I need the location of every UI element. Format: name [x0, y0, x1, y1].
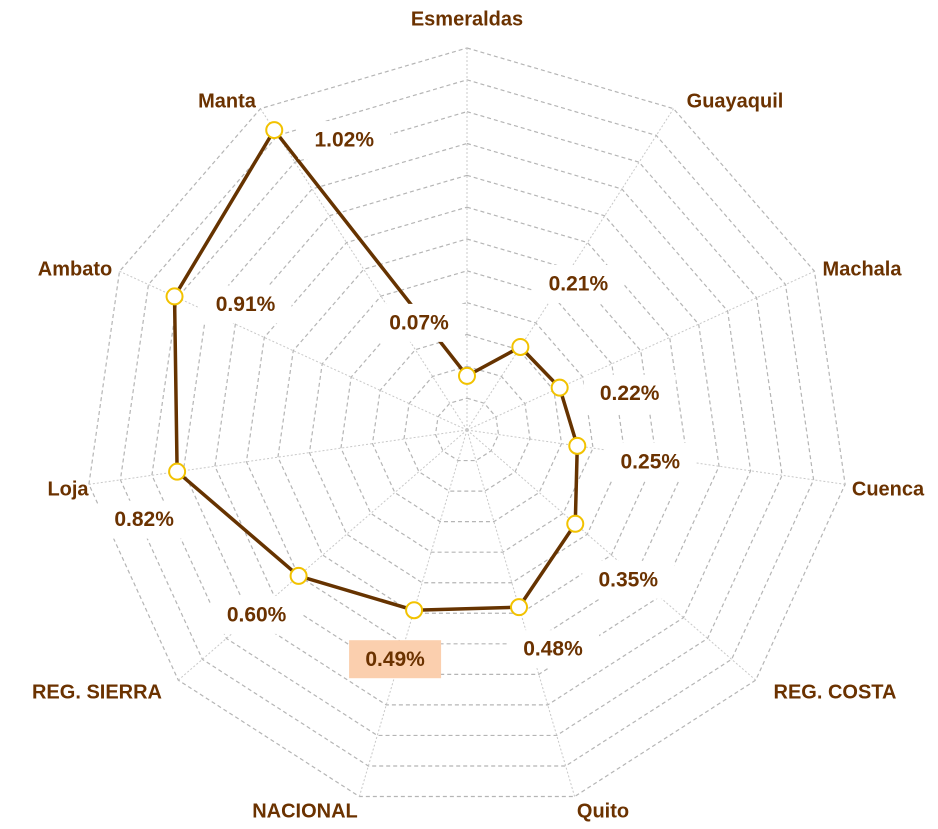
grid-ring: [371, 333, 563, 523]
grid-ring: [277, 238, 657, 614]
data-point: [550, 378, 569, 397]
category-label: Guayaquil: [687, 90, 784, 112]
category-label: Cuenca: [852, 478, 925, 500]
value-label-bg: [583, 374, 676, 413]
category-label: Machala: [823, 258, 903, 280]
data-point: [289, 566, 308, 585]
grid-ring: [88, 47, 846, 798]
data-point: [510, 598, 529, 617]
value-label: 0.82%: [114, 508, 174, 531]
value-label: 1.02%: [314, 129, 374, 152]
category-label: Ambato: [38, 258, 112, 280]
value-label: 0.07%: [389, 311, 449, 334]
data-point: [568, 436, 587, 455]
grid-ring: [403, 365, 531, 492]
data-point: [265, 121, 284, 140]
data-point: [566, 514, 585, 533]
category-label: Manta: [198, 90, 257, 112]
series-line: [172, 126, 580, 612]
value-label-bg: [210, 595, 303, 634]
category-label: NACIONAL: [252, 800, 358, 822]
grid-ring: [119, 79, 815, 767]
grid-ring: [308, 270, 626, 584]
data-point: [405, 601, 424, 620]
value-label-bg: [604, 442, 697, 481]
data-point: [511, 337, 530, 356]
value-label: 0.60%: [227, 603, 287, 626]
category-label: REG. COSTA: [774, 681, 897, 703]
value-label-bg: [298, 121, 391, 160]
data-point: [458, 366, 476, 385]
value-label-bg: [199, 285, 292, 324]
value-label-bg: [507, 630, 600, 669]
value-label-bg: [349, 640, 442, 679]
value-label-bg: [98, 500, 191, 539]
grid-ring: [340, 302, 594, 553]
category-label: Quito: [577, 800, 629, 822]
value-label: 0.35%: [598, 568, 658, 591]
value-label: 0.91%: [216, 293, 276, 316]
value-label: 0.21%: [549, 273, 609, 296]
value-label: 0.22%: [600, 382, 660, 405]
value-label: 0.49%: [365, 648, 425, 671]
value-label-bg: [532, 264, 625, 303]
data-point: [168, 462, 187, 481]
data-point: [165, 287, 184, 306]
value-label-bg: [373, 303, 465, 342]
category-label: REG. SIERRA: [32, 681, 162, 703]
grid-ring: [434, 397, 500, 462]
value-label: 0.25%: [621, 450, 681, 473]
category-label: Loja: [47, 478, 89, 500]
value-label-bg: [582, 560, 675, 599]
spoke: [88, 429, 468, 485]
value-label: 0.48%: [523, 638, 583, 661]
category-label: Esmeraldas: [411, 8, 523, 30]
